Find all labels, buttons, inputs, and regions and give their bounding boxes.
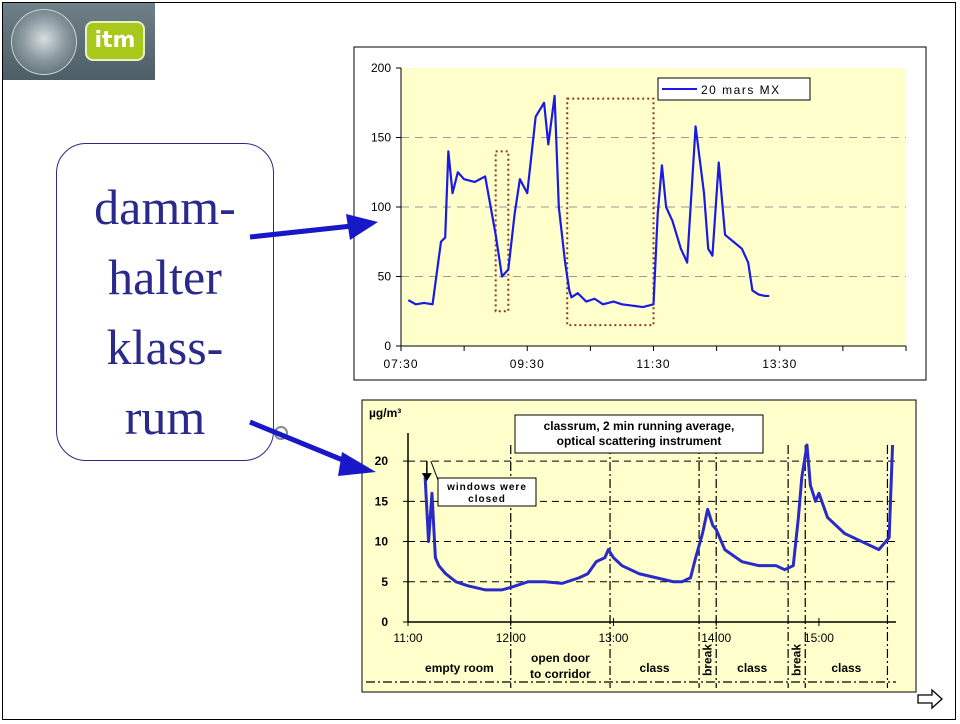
highlight-box [566,97,655,327]
bottom-y-tick-label: 15 [375,494,389,508]
period-label: to corridor [530,667,591,681]
period-label: empty room [425,661,494,675]
pointer-arrow-bottom [249,419,351,466]
series-line-20-mars-mx [407,94,770,309]
annotation-arrowhead [421,473,432,482]
top-y-tick-label: 100 [371,200,391,214]
annotation-text: closed [468,494,506,505]
university-logo: itm [3,3,155,80]
callout-line: klass- [106,319,224,375]
callout-box [56,143,274,461]
bottom-y-tick-label: 20 [375,454,389,468]
callout-line: halter [108,249,222,305]
callout-line: damm- [94,179,236,235]
period-label: break [701,644,715,676]
bottom-x-tick-label: 11:00 [393,631,422,645]
bottom-x-tick-label: 15:00 [804,631,834,645]
bottom-y-tick-label: 10 [375,535,389,549]
period-label: open door [531,651,590,665]
pointer-arrow-top [249,223,353,240]
pointer-arrowhead-top [346,214,378,240]
annotation-leader [430,460,439,481]
annotation-box [437,477,537,507]
university-seal-icon [11,9,77,75]
top-y-tick-label: 0 [384,339,391,353]
period-label: break [790,644,804,676]
bottom-y-tick-label: 0 [381,615,388,629]
itm-badge: itm [85,21,145,61]
next-slide-arrow-icon[interactable] [916,688,944,710]
top-x-tick-label: 11:30 [636,357,670,371]
series-line-classroom [423,443,895,592]
period-label: class [831,661,861,675]
top-x-tick-label: 07:30 [383,357,418,371]
period-label: class [737,661,767,675]
legend-label: 20 mars MX [701,83,781,97]
bottom-chart-title: classrum, 2 min running average, [544,419,735,433]
period-label: class [640,661,670,675]
bottom-title-box [514,414,764,454]
bottom-y-axis-label: µg/m³ [369,406,401,420]
top-y-tick-label: 200 [371,61,391,75]
bottom-y-tick-label: 5 [381,575,388,589]
top-x-tick-label: 09:30 [510,357,545,371]
bottom-chart-title: optical scattering instrument [557,434,722,448]
callout-line: rum [124,389,206,445]
top-x-tick-label: 13:30 [762,357,797,371]
bottom-x-tick-label: 13:00 [598,631,628,645]
annotation-text: windows were [446,482,527,493]
top-y-tick-label: 50 [378,270,392,284]
callout-text: damm- halter klass- rum [56,172,274,452]
top-legend [657,77,811,101]
pointer-arrowhead-bottom [338,452,376,476]
top-y-tick-label: 150 [371,131,391,145]
